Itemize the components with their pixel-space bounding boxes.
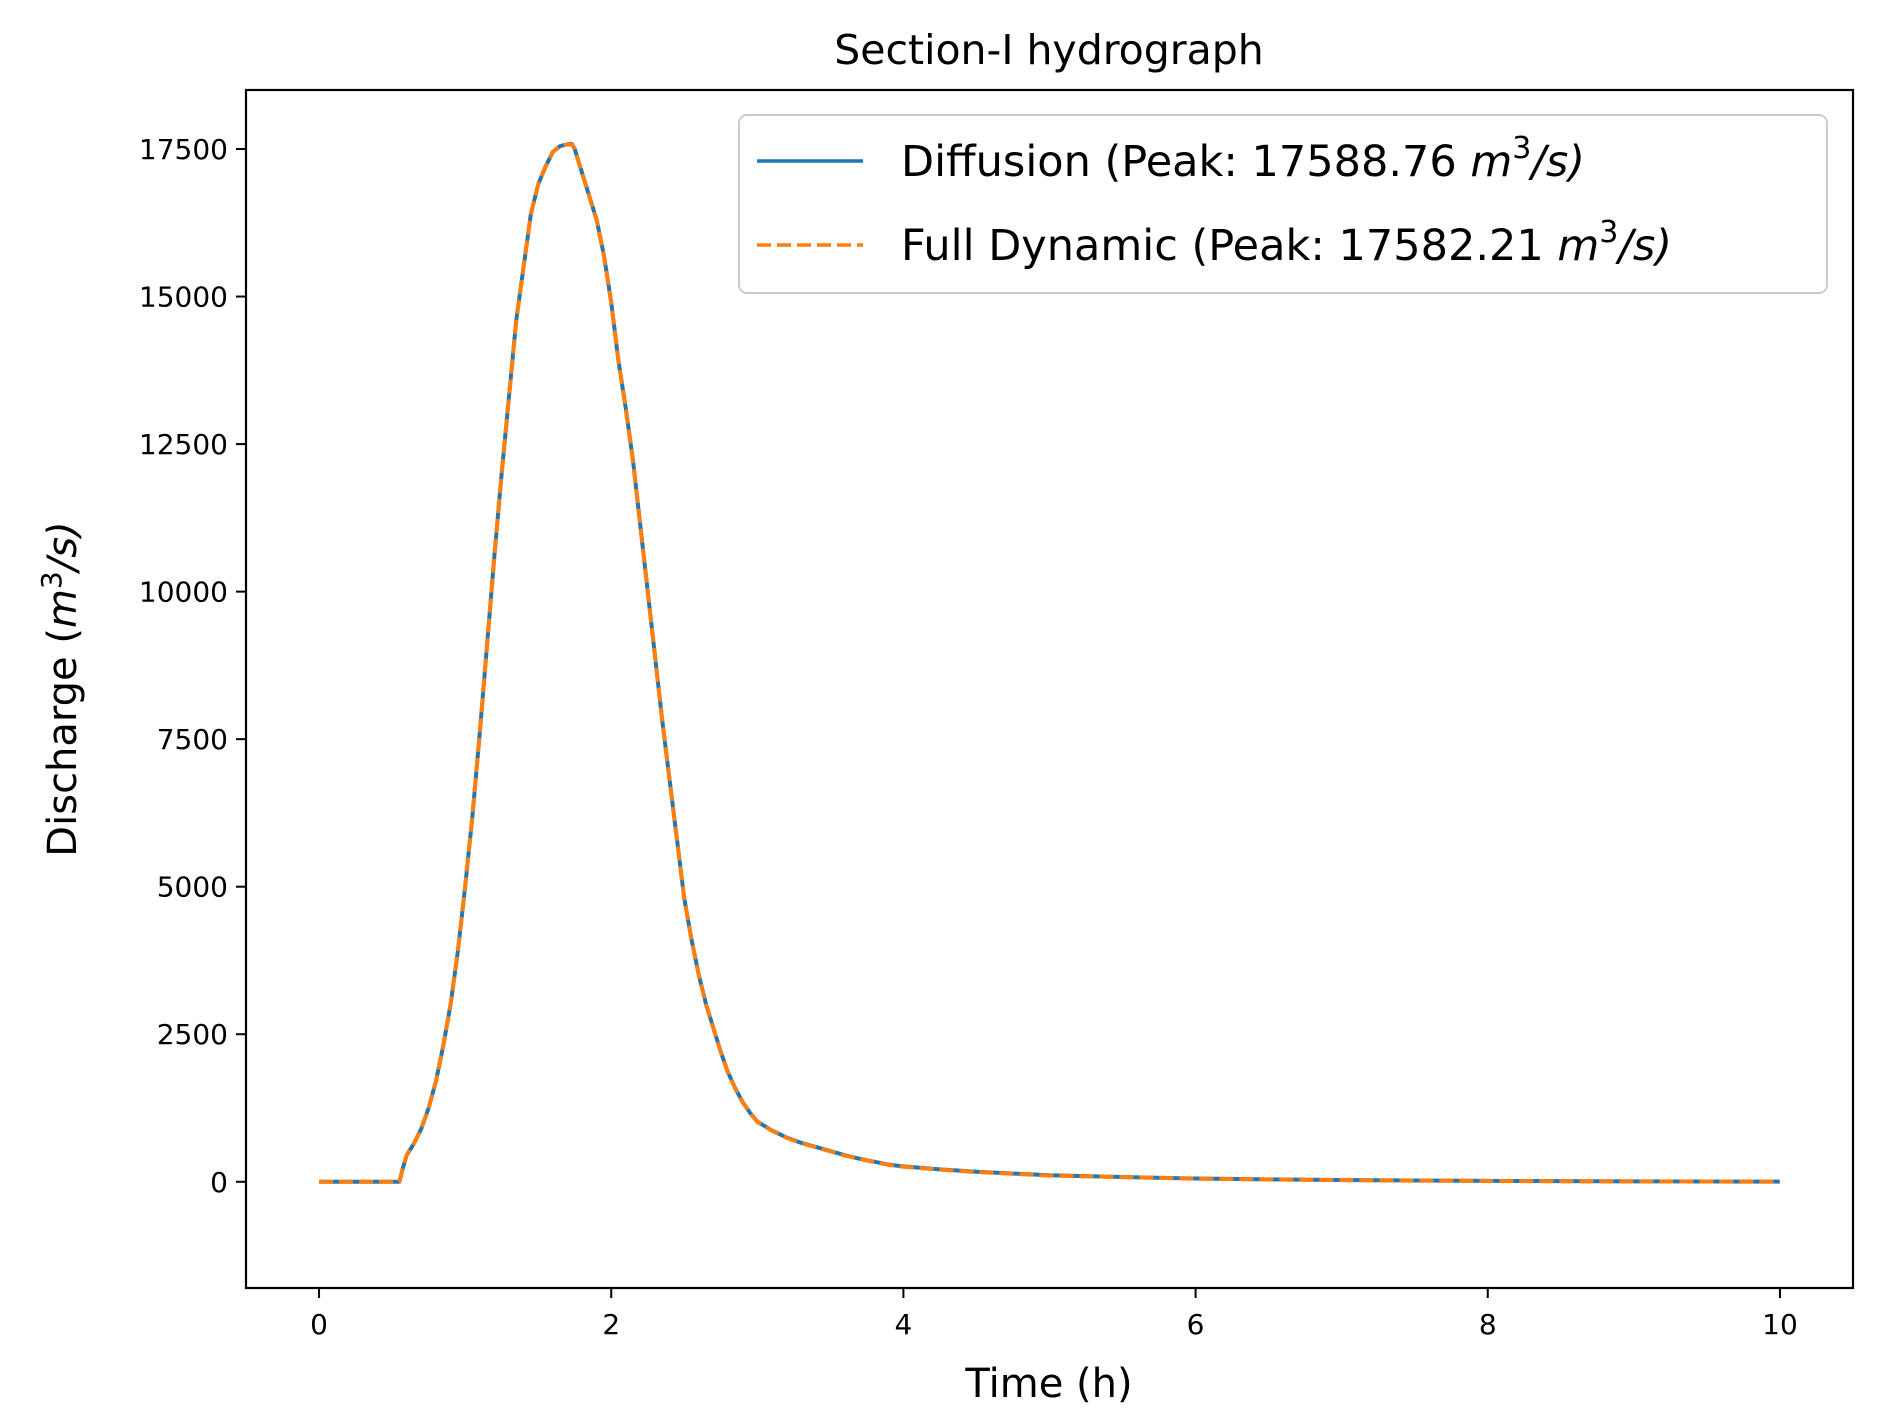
plot-area: 0 2 4 6 8 10 0 2500 5000 7500 10000 12500 15000 1750…: [139, 88, 1855, 1341]
x-tick-label: 8: [1479, 1308, 1497, 1341]
legend-label-diffusion-prefix: Diffusion (Peak: 17588.76: [901, 137, 1470, 187]
x-axis-label: Time (h): [964, 1361, 1132, 1407]
x-tick-label: 0: [310, 1308, 328, 1341]
series-layer: [319, 141, 1780, 1184]
x-tick-label: 6: [1187, 1308, 1205, 1341]
y-axis-label-prefix: Discharge (: [40, 628, 86, 857]
y-tick-label: 0: [210, 1166, 228, 1199]
legend-label-full-dynamic: Full Dynamic (Peak: 17582.21 m3/s): [901, 215, 1672, 271]
legend-label-full-dynamic-suffix: /s): [1614, 221, 1672, 271]
x-tick-label: 10: [1762, 1308, 1798, 1341]
series-line-full-dynamic: [319, 142, 1780, 1184]
legend-label-full-dynamic-var: m: [1557, 221, 1599, 271]
y-axis-label-suffix: /s): [40, 521, 86, 574]
y-axis-ticks: 0 2500 5000 7500 10000 12500 15000 17500: [139, 133, 246, 1199]
y-tick-label: 12500: [139, 428, 228, 461]
legend-label-diffusion: Diffusion (Peak: 17588.76 m3/s): [901, 131, 1585, 187]
y-tick-label: 5000: [157, 871, 228, 904]
y-tick-label: 15000: [139, 281, 228, 314]
y-tick-label: 10000: [139, 576, 228, 609]
legend-label-full-dynamic-sup: 3: [1599, 215, 1618, 250]
legend-label-full-dynamic-prefix: Full Dynamic (Peak: 17582.21: [901, 221, 1557, 271]
chart-title: Section-I hydrograph: [834, 26, 1264, 74]
y-axis-label-unit-sup: 3: [35, 571, 68, 589]
y-tick-label: 7500: [157, 723, 228, 756]
y-axis-label-unit-var: m: [40, 589, 86, 628]
legend-label-diffusion-var: m: [1470, 137, 1512, 187]
legend-frame: [738, 114, 1828, 294]
y-tick-label: 17500: [139, 133, 228, 166]
x-tick-label: 2: [602, 1308, 620, 1341]
legend: Diffusion (Peak: 17588.76 m3/s) Full Dyn…: [738, 114, 1828, 294]
legend-label-diffusion-sup: 3: [1512, 131, 1531, 166]
y-tick-label: 2500: [157, 1018, 228, 1051]
axes-frame: [244, 88, 1855, 1290]
legend-label-diffusion-suffix: /s): [1527, 137, 1585, 187]
x-axis-ticks: 0 2 4 6 8 10: [310, 1288, 1798, 1341]
y-axis-label: Discharge (m3/s): [35, 521, 86, 856]
x-tick-label: 4: [894, 1308, 912, 1341]
